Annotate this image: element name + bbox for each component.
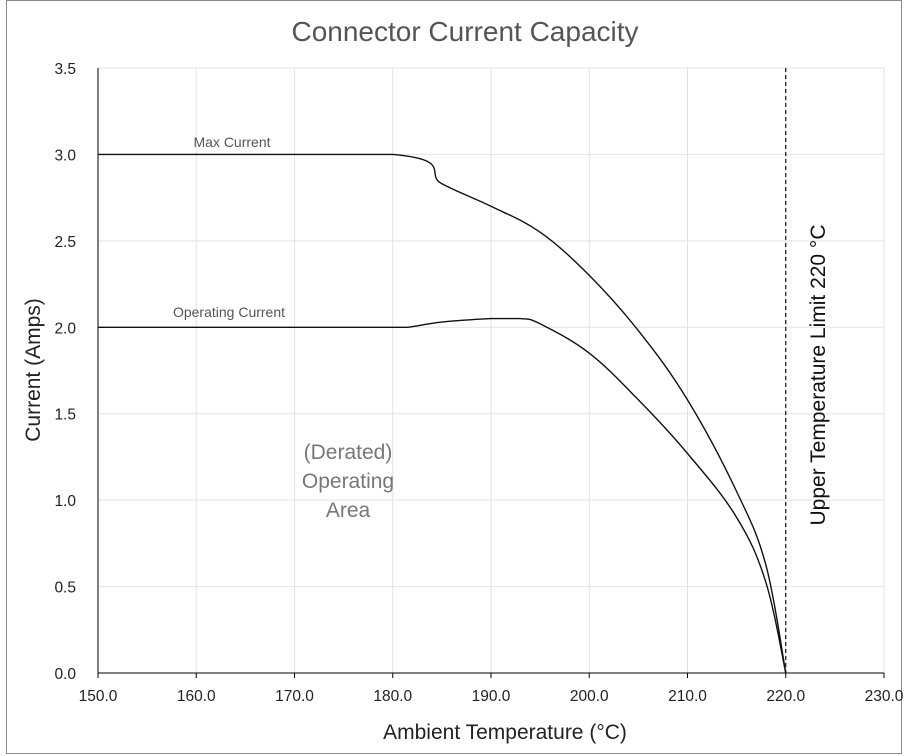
y-axis-label: Current (Amps) xyxy=(22,298,45,442)
x-tick-label: 190.0 xyxy=(472,688,511,705)
y-tick-label: 1.5 xyxy=(54,407,76,424)
x-tick-labels: 150.0 160.0 170.0 180.0 190.0 200.0 210.0 220.0… xyxy=(79,688,904,705)
x-axis-label: Ambient Temperature (°C) xyxy=(383,721,627,744)
y-tick-label: 2.5 xyxy=(54,234,76,251)
area-label-line-3: Area xyxy=(326,499,371,522)
max-current-line xyxy=(98,153,787,674)
chart-frame xyxy=(6,0,902,754)
x-tick-label: 160.0 xyxy=(177,688,216,705)
y-tick-label: 0.0 xyxy=(54,666,76,683)
x-tick-label: 230.0 xyxy=(865,688,904,705)
area-label-line-2: Operating xyxy=(302,470,394,493)
series-label-max-current: Max Current xyxy=(193,134,270,150)
y-tick-label: 3.5 xyxy=(54,61,76,78)
y-tick-label: 1.0 xyxy=(54,493,76,510)
y-tick-label: 3.0 xyxy=(54,147,76,164)
y-tick-labels: 0.0 0.5 1.0 1.5 2.0 2.5 3.0 3.5 xyxy=(54,61,76,683)
x-tick-label: 180.0 xyxy=(373,688,412,705)
chart-title: Connector Current Capacity xyxy=(291,16,638,47)
y-tick-label: 0.5 xyxy=(54,580,76,597)
upper-temperature-limit-label: Upper Temperature Limit 220 °C xyxy=(807,225,830,526)
x-tick-label: 150.0 xyxy=(79,688,118,705)
series-lines xyxy=(98,153,787,674)
x-tick-label: 220.0 xyxy=(766,688,805,705)
y-tick-label: 2.0 xyxy=(54,320,76,337)
series-label-operating-current: Operating Current xyxy=(173,304,285,320)
area-label-line-1: (Derated) xyxy=(304,441,393,464)
operating-current-line xyxy=(98,317,787,674)
x-tick-label: 210.0 xyxy=(668,688,707,705)
x-tick-label: 200.0 xyxy=(570,688,609,705)
axes xyxy=(97,68,885,678)
x-tick-label: 170.0 xyxy=(275,688,314,705)
